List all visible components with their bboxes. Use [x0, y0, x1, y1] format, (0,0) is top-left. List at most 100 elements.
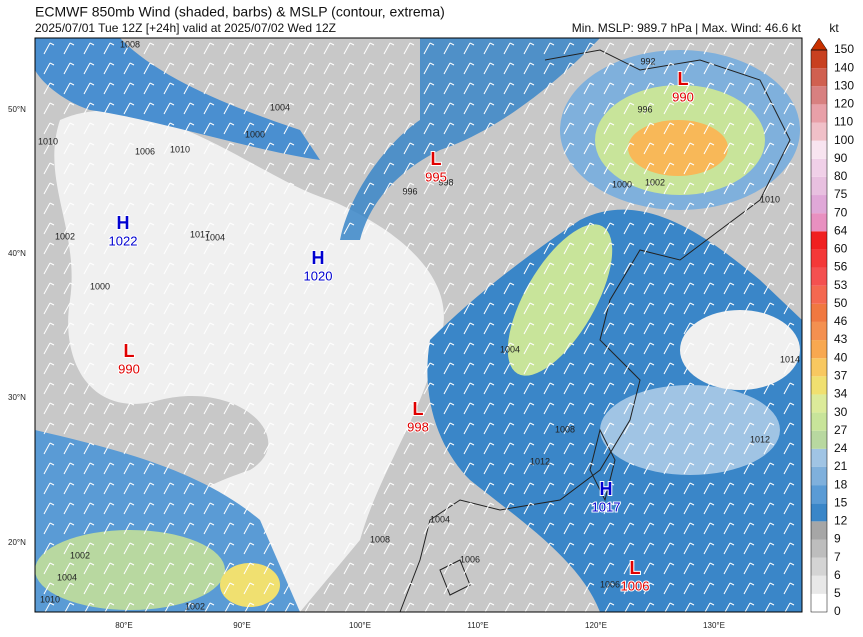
wind-barb	[363, 522, 375, 535]
wind-barb	[563, 262, 575, 275]
wind-barb	[143, 82, 155, 95]
wind-barb	[563, 562, 575, 575]
wind-barb	[103, 322, 115, 335]
wind-barb	[103, 342, 115, 355]
wind-barb	[223, 82, 235, 95]
wind-barb	[183, 382, 195, 395]
wind-barb	[383, 122, 395, 135]
colorbar-bin	[811, 321, 827, 341]
wind-barb	[343, 462, 355, 475]
colorbar-label: 110	[834, 115, 853, 129]
wind-barb	[103, 362, 115, 375]
wind-barb	[503, 242, 515, 255]
wind-barb	[423, 242, 435, 255]
wind-barb	[523, 242, 535, 255]
wind-barb	[483, 182, 495, 195]
wind-barb	[643, 442, 655, 455]
wind-barb	[483, 562, 495, 575]
wind-barb	[143, 322, 155, 335]
wind-barb	[243, 442, 255, 455]
wind-barb	[203, 102, 215, 115]
wind-barb	[163, 222, 175, 235]
colorbar-bin	[811, 122, 827, 141]
contour-label: 1006	[460, 554, 480, 564]
extremum-value: 990	[118, 361, 140, 376]
wind-barb	[623, 322, 635, 335]
wind-barb	[223, 322, 235, 335]
wind-barb	[44, 602, 55, 612]
wind-barb	[263, 582, 275, 595]
wind-barb	[83, 462, 95, 475]
wind-barb	[183, 562, 195, 575]
wind-barb	[103, 222, 115, 235]
wind-barb	[143, 42, 155, 55]
wind-barb	[743, 102, 755, 115]
wind-barb	[363, 42, 375, 55]
wind-barb	[403, 342, 415, 355]
wind-barb	[624, 602, 635, 612]
wind-barb	[183, 242, 195, 255]
extremum-symbol: H	[117, 213, 130, 233]
lat-label: 30°N	[8, 393, 26, 402]
colorbar-label: 64	[834, 223, 848, 237]
wind-barb	[663, 302, 675, 315]
wind-barb	[783, 142, 795, 155]
wind-barb	[143, 362, 155, 375]
wind-barb	[403, 42, 415, 55]
wind-barb	[223, 182, 235, 195]
contour-label: 1008	[555, 424, 575, 434]
wind-barb	[243, 102, 255, 115]
wind-barb	[123, 62, 135, 75]
wind-barb	[743, 202, 755, 215]
wind-barb	[463, 522, 475, 535]
wind-barb	[463, 102, 475, 115]
wind-barb	[783, 242, 795, 255]
wind-barb	[203, 42, 215, 55]
wind-barb	[423, 342, 435, 355]
wind-barb	[783, 502, 795, 515]
wind-barb	[283, 202, 295, 215]
wind-barb	[543, 62, 555, 75]
wind-barb	[223, 282, 235, 295]
wind-barb	[663, 262, 675, 275]
wind-barb	[743, 282, 755, 295]
wind-barb	[83, 582, 95, 595]
wind-barb	[483, 242, 495, 255]
wind-barb	[343, 162, 355, 175]
wind-barb	[783, 422, 795, 435]
wind-barb	[423, 422, 435, 435]
wind-barb	[103, 202, 115, 215]
wind-barb	[583, 322, 595, 335]
wind-barb	[723, 82, 735, 95]
wind-barb	[503, 562, 515, 575]
wind-barb	[203, 342, 215, 355]
wind-barb	[43, 582, 55, 595]
contour-label: 1004	[500, 344, 520, 354]
wind-barb	[383, 142, 395, 155]
wind-barb	[743, 582, 755, 595]
wind-barb	[503, 342, 515, 355]
wind-barb	[243, 562, 255, 575]
wind-barb	[83, 122, 95, 135]
wind-barb	[83, 82, 95, 95]
wind-barb	[543, 122, 555, 135]
wind-barb	[63, 302, 75, 315]
wind-barb	[523, 82, 535, 95]
wind-barb	[183, 342, 195, 355]
wind-barb	[103, 562, 115, 575]
wind-barb	[503, 482, 515, 495]
wind-barb	[523, 322, 535, 335]
wind-barb	[703, 262, 715, 275]
wind-barb	[383, 482, 395, 495]
colorbar-bin	[811, 285, 827, 304]
wind-barb	[383, 62, 395, 75]
wind-barb	[723, 302, 735, 315]
wind-barb	[43, 122, 55, 135]
wind-barb	[783, 402, 795, 415]
wind-barb	[303, 582, 315, 595]
wind-barb	[503, 522, 515, 535]
colorbar-unit: kt	[829, 21, 839, 35]
wind-barb	[123, 302, 135, 315]
wind-barb	[83, 182, 95, 195]
wind-barb	[583, 302, 595, 315]
